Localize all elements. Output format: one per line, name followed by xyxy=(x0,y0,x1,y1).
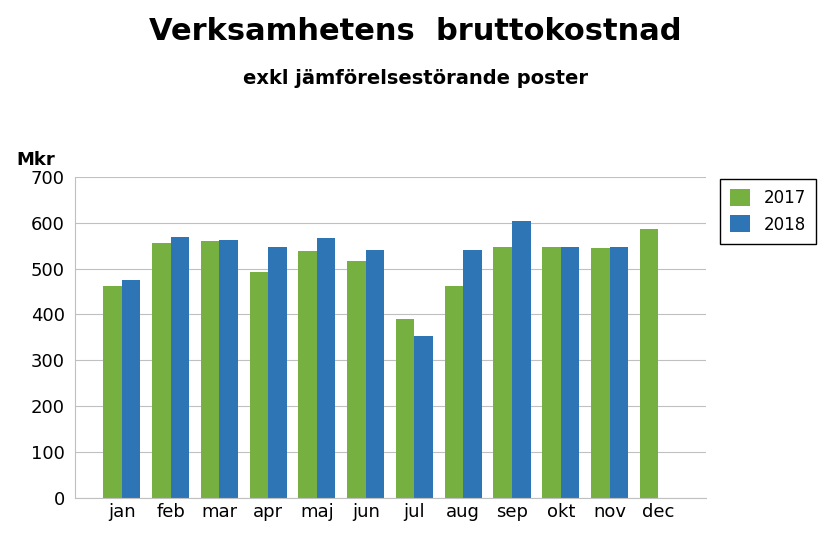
Text: Mkr: Mkr xyxy=(17,150,56,169)
Bar xyxy=(171,237,189,498)
Bar xyxy=(366,251,384,498)
Text: exkl jämförelsestörande poster: exkl jämförelsestörande poster xyxy=(242,69,588,88)
Bar xyxy=(609,247,628,498)
Bar xyxy=(414,336,433,498)
Bar xyxy=(268,247,286,498)
Bar xyxy=(122,280,140,498)
Bar xyxy=(201,241,219,498)
Bar xyxy=(152,243,171,498)
Bar xyxy=(445,286,463,498)
Bar xyxy=(494,247,512,498)
Bar xyxy=(561,247,579,498)
Bar xyxy=(104,285,122,498)
Bar xyxy=(317,238,335,498)
Bar xyxy=(640,229,658,498)
Text: Verksamhetens  bruttokostnad: Verksamhetens bruttokostnad xyxy=(149,17,681,45)
Bar xyxy=(463,251,481,498)
Bar xyxy=(512,221,530,498)
Legend: 2017, 2018: 2017, 2018 xyxy=(720,179,816,243)
Bar xyxy=(347,261,366,498)
Bar xyxy=(591,248,609,498)
Bar xyxy=(396,319,414,498)
Bar xyxy=(542,247,561,498)
Bar xyxy=(299,251,317,498)
Bar xyxy=(219,240,238,498)
Bar xyxy=(250,272,268,498)
